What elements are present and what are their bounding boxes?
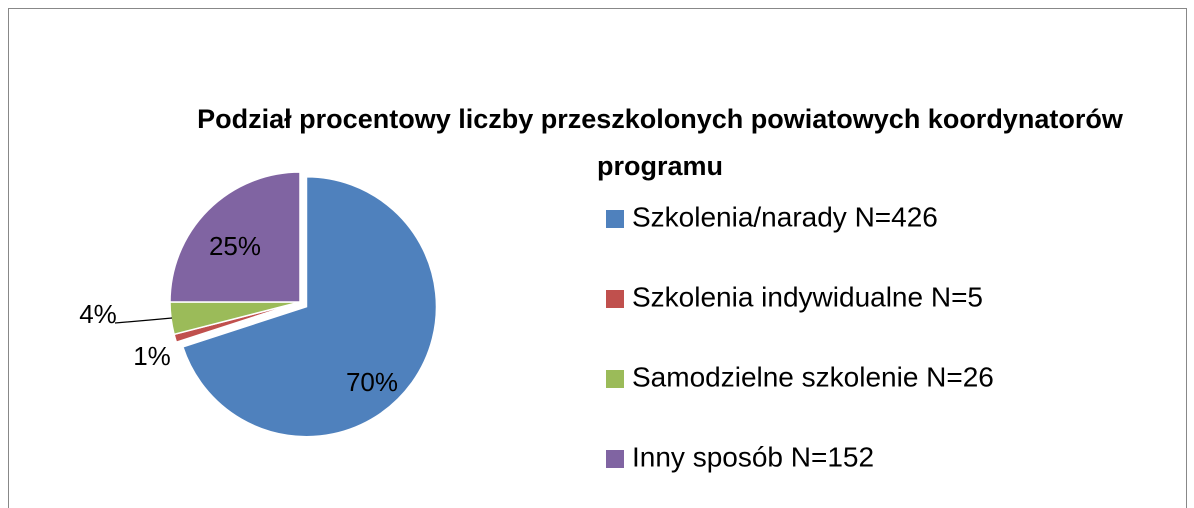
- legend-label: Szkolenia/narady N=426: [632, 201, 938, 232]
- leader-line: [114, 317, 173, 324]
- legend-label: Szkolenia indywidualne N=5: [632, 281, 983, 312]
- pie-slice: [181, 175, 438, 438]
- data-label: 1%: [133, 341, 171, 371]
- legend-label: Samodzielne szkolenie N=26: [632, 361, 994, 392]
- data-label: 4%: [79, 299, 117, 329]
- legend-swatch: [606, 290, 624, 308]
- data-label: 70%: [346, 367, 398, 397]
- legend-label: Inny sposób N=152: [632, 441, 874, 472]
- legend-swatch: [606, 450, 624, 468]
- legend-swatch: [606, 370, 624, 388]
- data-label: 25%: [209, 231, 261, 261]
- legend-swatch: [606, 210, 624, 228]
- chart-title: Podział procentowy liczby przeszkolonych…: [197, 104, 1123, 181]
- pie-slice: [169, 171, 301, 303]
